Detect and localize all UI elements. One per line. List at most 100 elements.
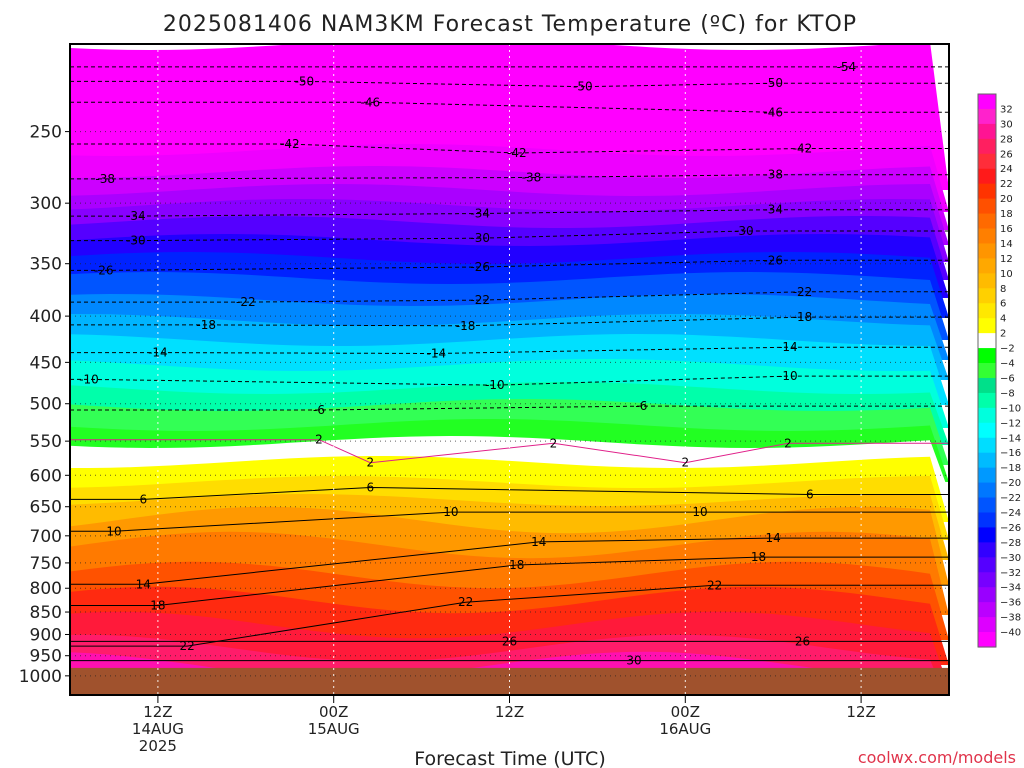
contour-line [70,556,949,606]
contour-label: -38 [522,171,542,185]
contour-label: -46 [763,105,783,119]
contour-labels: -54-50 -50 -50-46-46-42-42 -42-38 -38 -38-34-… [79,60,856,668]
colorbar-label: 6 [1000,299,1006,310]
colorbar-label: −32 [1000,568,1021,579]
colorbar-swatch [978,288,996,304]
contour-label: -22 [236,295,256,309]
colorbar-label: 28 [1000,134,1013,145]
colorbar-swatch [978,557,996,573]
colorbar-swatch [978,228,996,245]
colorbar-swatch [978,258,996,274]
contour-label: -42 [280,137,300,151]
contour-label: 10 [106,524,121,538]
y-tick-label: 300 [30,194,62,214]
colorbar-label: 8 [1000,284,1006,295]
plot-area [70,44,949,695]
contour-label: -50 [295,74,315,88]
contour-label: 18 [509,558,524,572]
contour-label: -50 [573,80,593,94]
y-axis: 250 300 350 400 450 500 550 600 650 700 750 800 850 9… [19,123,70,687]
colorbar-label: −6 [1000,374,1015,385]
colorbar-swatch [978,392,996,409]
x-tick-label: 12Z [846,703,875,721]
contour-label: 22 [180,639,195,653]
colorbar-label: −18 [1000,463,1021,474]
contour-label: 18 [150,599,165,613]
contour-label: 14 [531,535,546,549]
y-tick-label: 900 [30,626,62,646]
contour-label: 30 [626,654,641,668]
colorbar: 32 30 28 26 24 22 20 18 16 14 12 10 8 6 4 2 −2 −4 −6 −8 −10 −… [977,93,1021,648]
y-tick-label: 700 [30,527,62,547]
colorbar-label: −40 [1000,628,1021,639]
colorbar-label: −20 [1000,478,1021,489]
contour-line [70,259,949,271]
contour-label: -14 [426,347,446,361]
colorbar-label: 16 [1000,224,1013,235]
colorbar-label: −16 [1000,448,1021,459]
contour-label: -14 [148,346,168,360]
colorbar-swatch [978,198,996,215]
colorbar-label: 22 [1000,179,1013,190]
x-tick-label: 12Z [495,703,524,721]
colorbar-swatch [978,512,996,529]
colorbar-label: 12 [1000,254,1013,265]
contour-label: -10 [79,372,99,386]
x-tick-label: 16AUG [659,720,711,738]
contour-label: 26 [795,634,810,648]
colorbar-swatch [978,572,996,588]
contour-label: -42 [793,142,813,156]
colorbar-label: −36 [1000,598,1021,609]
grid-lines [70,44,949,695]
contour-label: 6 [139,492,147,506]
contour-line [70,346,949,355]
contour-label: 2 [681,456,689,470]
y-tick-label: 550 [30,432,62,452]
x-tick-label: 12Z [143,703,172,721]
x-tick-label: 14AUG [132,720,184,738]
x-tick-label: 2025 [139,737,177,755]
colorbar-swatch [978,333,996,349]
colorbar-label: 14 [1000,239,1013,250]
colorbar-label: 4 [1000,314,1006,325]
x-tick-label: 15AUG [308,720,360,738]
contour-label: -26 [94,263,114,277]
colorbar-swatch [978,243,996,260]
contour-label: -50 [763,76,783,90]
y-tick-label: 600 [30,466,62,486]
contour-label: -34 [763,203,783,217]
contour-label: -34 [470,207,490,221]
colorbar-swatch [978,542,996,558]
contour-line [70,230,949,242]
contour-label: -38 [95,172,115,186]
colorbar-label: −34 [1000,583,1021,594]
colorbar-label: −28 [1000,538,1021,549]
colorbar-swatch [978,213,996,230]
credit-text: coolwx.com/models [858,748,1016,767]
y-tick-label: 650 [30,498,62,518]
contour-label: -22 [793,285,813,299]
colorbar-label: 10 [1000,269,1013,280]
contour-label: -26 [470,260,490,274]
contour-label: -38 [763,168,783,182]
y-tick-label: 400 [30,307,62,327]
contour-line [70,439,949,464]
colorbar-label: −24 [1000,508,1021,519]
contour-label: 10 [443,505,458,519]
colorbar-label: −26 [1000,523,1021,534]
x-axis-label: Forecast Time (UTC) [414,748,605,768]
contour-label: 2 [366,456,374,470]
contour-label: 2 [315,433,323,447]
y-tick-label: 950 [30,647,62,667]
contour-label: 22 [707,578,722,592]
contour-label: 26 [502,634,517,648]
colorbar-swatch [978,108,996,125]
colorbar-swatch [978,318,996,334]
colorbar-label: −12 [1000,418,1021,429]
y-tick-label: 750 [30,554,62,574]
contour-label: -18 [196,318,216,332]
contour-label: -18 [456,319,476,333]
colorbar-label: −14 [1000,433,1021,444]
contour-line [70,537,949,585]
